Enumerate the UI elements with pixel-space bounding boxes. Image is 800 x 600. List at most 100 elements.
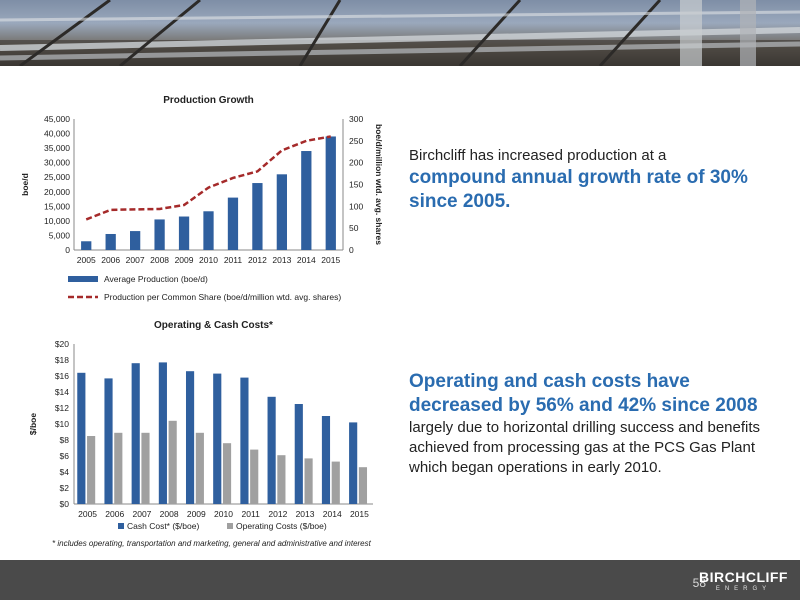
y-tick-label: $18 bbox=[55, 355, 69, 365]
y2-tick-label: 150 bbox=[349, 180, 363, 190]
production-bar bbox=[227, 197, 239, 250]
costs-rest-text: largely due to horizontal drilling succe… bbox=[409, 419, 761, 476]
operating-cost-bar bbox=[358, 467, 368, 504]
x-tick-label: 2006 bbox=[105, 509, 124, 519]
x-tick-label: 2007 bbox=[126, 255, 145, 265]
operating-cost-bar bbox=[114, 432, 123, 504]
production-growth-chart: Production Growth 0 5,000 10,000 15,000 20,00… bbox=[20, 95, 384, 302]
cash-cost-bar bbox=[185, 371, 195, 504]
cash-cost-bar bbox=[213, 373, 222, 504]
cash-cost-bar bbox=[240, 377, 249, 504]
y-tick-label: 40,000 bbox=[44, 129, 70, 139]
x-tick-label: 2009 bbox=[187, 509, 206, 519]
legend-label-operating: Operating Costs ($/boe) bbox=[236, 521, 327, 531]
cash-cost-bar bbox=[267, 396, 276, 504]
x-tick-label: 2009 bbox=[175, 255, 194, 265]
production-bar bbox=[252, 183, 263, 250]
header-banner-image bbox=[0, 0, 800, 66]
x-tick-label: 2010 bbox=[199, 255, 218, 265]
y-tick-label: $14 bbox=[55, 387, 69, 397]
operating-cost-bar bbox=[331, 461, 340, 504]
production-bar bbox=[154, 219, 165, 250]
y2-tick-label: 200 bbox=[349, 158, 363, 168]
legend-label-cash: Cash Cost* ($/boe) bbox=[127, 521, 199, 531]
y-tick-label: $16 bbox=[55, 371, 69, 381]
x-tick-label: 2008 bbox=[150, 255, 169, 265]
production-bar bbox=[178, 216, 190, 250]
production-per-share-line bbox=[85, 135, 331, 221]
y-tick-label: $20 bbox=[55, 339, 69, 349]
y2-axis-label: boe/d/million wtd. avg. shares bbox=[374, 124, 384, 245]
chart-title: Production Growth bbox=[163, 95, 254, 106]
cash-cost-bar bbox=[158, 362, 167, 504]
legend-swatch-production bbox=[68, 276, 98, 282]
y-tick-label: 0 bbox=[65, 245, 70, 255]
operating-cost-bar bbox=[87, 436, 96, 504]
operating-cost-bar bbox=[141, 432, 150, 504]
production-bar bbox=[81, 241, 92, 250]
cash-cost-bar bbox=[349, 422, 358, 504]
costs-highlight-text: Operating and cash costs have decreased … bbox=[409, 371, 758, 416]
y-tick-label: 10,000 bbox=[44, 216, 70, 226]
production-growth-summary: Birchcliff has increased production at a… bbox=[409, 146, 769, 214]
cash-cost-bar bbox=[104, 378, 113, 504]
operating-cost-bar bbox=[304, 458, 313, 504]
y-tick-label: $10 bbox=[55, 419, 69, 429]
x-tick-label: 2011 bbox=[242, 509, 261, 519]
x-tick-label: 2010 bbox=[214, 509, 233, 519]
logo-sub-text: ENERGY bbox=[715, 586, 772, 592]
y-tick-label: 45,000 bbox=[44, 114, 70, 124]
x-tick-label: 2013 bbox=[272, 255, 291, 265]
y2-tick-label: 300 bbox=[349, 114, 363, 124]
production-bar bbox=[203, 211, 214, 250]
chart-footnote: * includes operating, transportation and… bbox=[52, 539, 371, 548]
x-tick-label: 2005 bbox=[78, 509, 97, 519]
production-bar bbox=[301, 151, 312, 250]
y-tick-label: $4 bbox=[60, 467, 70, 477]
operating-cost-bar bbox=[195, 432, 204, 504]
x-tick-label: 2008 bbox=[160, 509, 179, 519]
y-tick-label: 20,000 bbox=[44, 187, 70, 197]
y2-tick-label: 250 bbox=[349, 136, 363, 146]
y-tick-label: 15,000 bbox=[44, 201, 70, 211]
x-tick-label: 2015 bbox=[350, 509, 369, 519]
legend-label-per-share: Production per Common Share (boe/d/milli… bbox=[104, 292, 341, 302]
x-tick-label: 2014 bbox=[297, 255, 316, 265]
operating-cost-bar bbox=[222, 443, 232, 504]
legend-label-production: Average Production (boe/d) bbox=[104, 274, 208, 284]
summary-highlight-text: compound annual growth rate of 30% since… bbox=[409, 167, 748, 212]
legend-swatch-cash bbox=[118, 523, 124, 529]
costs-summary: Operating and cash costs have decreased … bbox=[409, 370, 769, 478]
production-bar bbox=[130, 231, 141, 250]
operating-cash-costs-chart: Operating & Cash Costs* $0 $2 $4 $6 $8 $10 $12 $… bbox=[28, 320, 373, 531]
x-tick-label: 2014 bbox=[323, 509, 342, 519]
y-tick-label: 5,000 bbox=[49, 230, 71, 240]
y-axis-label: boe/d bbox=[20, 173, 30, 196]
production-bar bbox=[276, 174, 287, 250]
y-axis-label: $/boe bbox=[28, 413, 38, 435]
production-bar bbox=[325, 136, 336, 250]
y-tick-label: $8 bbox=[60, 435, 70, 445]
x-tick-label: 2005 bbox=[77, 255, 96, 265]
x-tick-label: 2013 bbox=[296, 509, 315, 519]
company-logo: BIRCHCLIFF ENERGY bbox=[699, 570, 788, 593]
legend-swatch-operating bbox=[227, 523, 233, 529]
y-tick-label: 35,000 bbox=[44, 143, 70, 153]
y-tick-label: $12 bbox=[55, 403, 69, 413]
y2-tick-label: 100 bbox=[349, 201, 363, 211]
footer-bar: 58 BIRCHCLIFF ENERGY bbox=[0, 560, 800, 600]
x-tick-label: 2015 bbox=[321, 255, 340, 265]
chart-title: Operating & Cash Costs* bbox=[154, 320, 273, 331]
summary-lead-text: Birchcliff has increased production at a bbox=[409, 147, 667, 164]
y-tick-label: $6 bbox=[60, 451, 70, 461]
y-tick-label: 25,000 bbox=[44, 172, 70, 182]
y-tick-label: $0 bbox=[60, 499, 70, 509]
cash-cost-bar bbox=[131, 363, 140, 504]
operating-cost-bar bbox=[168, 420, 177, 504]
y-tick-label: $2 bbox=[60, 483, 70, 493]
operating-cost-bar bbox=[277, 455, 286, 504]
y2-tick-label: 0 bbox=[349, 245, 354, 255]
x-tick-label: 2012 bbox=[268, 509, 287, 519]
x-tick-label: 2011 bbox=[224, 255, 243, 265]
logo-main-text: BIRCHCLIFF bbox=[699, 569, 788, 585]
